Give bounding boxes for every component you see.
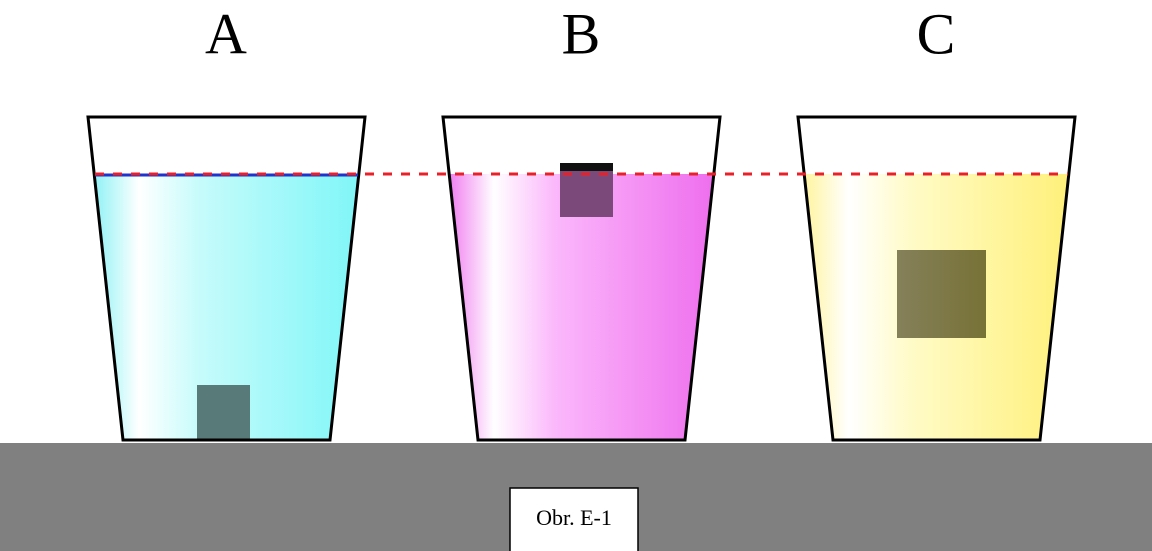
block [897,250,986,338]
block [560,170,613,217]
caption: Obr. E-1 [536,505,612,530]
diagram: A B C Obr. E-1 [0,0,1152,551]
block-top [560,163,613,171]
cup-label: A [205,1,247,66]
cup-label: C [917,1,956,66]
block [197,385,250,440]
cup-label: B [562,1,601,66]
